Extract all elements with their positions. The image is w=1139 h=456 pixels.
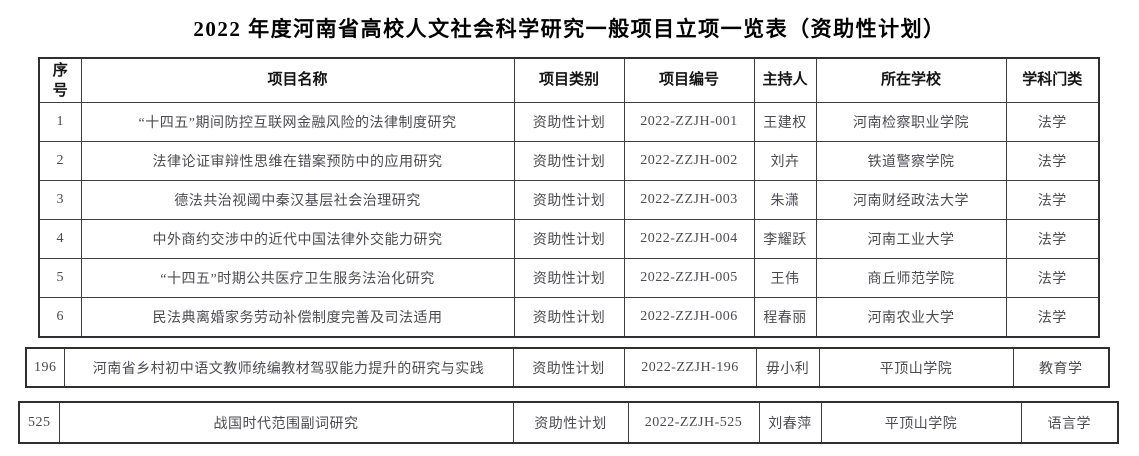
table-header: 序号 项目名称 项目类别 项目编号 主持人 所在学校 学科门类 <box>38 57 1100 104</box>
cell-project-code: 2022-ZZJH-006 <box>623 297 755 338</box>
cell-discipline: 语言学 <box>1020 401 1119 444</box>
cell-leader: 刘卉 <box>753 141 817 182</box>
cell-leader: 李耀跃 <box>753 219 817 260</box>
cell-school: 河南农业大学 <box>815 297 1007 338</box>
cell-seq: 525 <box>18 401 60 444</box>
cell-category: 资助性计划 <box>513 180 625 221</box>
cell-discipline: 法学 <box>1005 180 1100 221</box>
cell-leader: 毋小利 <box>755 347 820 388</box>
table-row: 525 战国时代范围副词研究 资助性计划 2022-ZZJH-525 刘春萍 平顶山学院语… <box>18 401 1119 444</box>
column-header-label: 序号 <box>52 62 68 99</box>
cell-leader: 刘春萍 <box>758 401 822 444</box>
cell-category: 资助性计划 <box>513 141 625 182</box>
cell-seq: 4 <box>38 219 82 260</box>
column-header-label: 项目类别 <box>538 71 599 89</box>
table-row: 196 河南省乡村初中语文教师统编教材驾驭能力提升的研究与实践 资助性计划 2022-… <box>25 347 1110 388</box>
projects-table-main: 序号 项目名称 项目类别 项目编号 主持人 所在学校 学科门类 1 “十四五”期间防控互联网金… <box>38 57 1100 338</box>
cell-discipline: 法学 <box>1005 102 1100 143</box>
cell-seq: 5 <box>38 258 82 299</box>
cell-discipline: 教育学 <box>1012 347 1110 388</box>
column-header-label: 项目编号 <box>658 71 719 89</box>
cell-school: 铁道警察学院 <box>815 141 1007 182</box>
cell-project-name: 河南省乡村初中语文教师统编教材驾驭能力提升的研究与实践 <box>63 347 514 388</box>
cell-project-name: “十四五”期间防控互联网金融风险的法律制度研究 <box>80 102 515 143</box>
cell-school: 河南检察职业学院 <box>815 102 1007 143</box>
cell-leader: 程春丽 <box>753 297 817 338</box>
cell-discipline: 法学 <box>1005 219 1100 260</box>
cell-project-name: 法律论证审辩性思维在错案预防中的应用研究 <box>80 141 515 182</box>
cell-seq: 1 <box>38 102 82 143</box>
cell-category: 资助性计划 <box>513 297 625 338</box>
cell-seq: 3 <box>38 180 82 221</box>
cell-discipline: 法学 <box>1005 141 1100 182</box>
column-header-label: 学科门类 <box>1022 71 1083 89</box>
column-header-label: 项目名称 <box>267 71 328 89</box>
column-header: 学科门类 <box>1005 57 1100 104</box>
column-header-label: 所在学校 <box>880 71 941 89</box>
cell-category: 资助性计划 <box>513 219 625 260</box>
table-row: 2 法律论证审辩性思维在错案预防中的应用研究 资助性计划 2022-ZZJH-002 刘… <box>38 141 1100 182</box>
table-row: 1 “十四五”期间防控互联网金融风险的法律制度研究 资助性计划 2022-ZZJH-0… <box>38 102 1100 143</box>
cell-seq: 6 <box>38 297 82 338</box>
cell-leader: 王伟 <box>753 258 817 299</box>
column-header: 项目名称 <box>80 57 515 104</box>
cell-category: 资助性计划 <box>512 347 625 388</box>
column-header-label: 主持人 <box>762 71 808 89</box>
cell-school: 商丘师范学院 <box>815 258 1007 299</box>
table-row: 5 “十四五”时期公共医疗卫生服务法治化研究 资助性计划 2022-ZZJH-005 王… <box>38 258 1100 299</box>
cell-project-code: 2022-ZZJH-196 <box>623 347 757 388</box>
cell-project-code: 2022-ZZJH-003 <box>623 180 755 221</box>
column-header: 序号 <box>38 57 82 104</box>
cell-leader: 王建权 <box>753 102 817 143</box>
cell-category: 资助性计划 <box>513 258 625 299</box>
table-row: 4 中外商约交涉中的近代中国法律外交能力研究 资助性计划 2022-ZZJH-004 李… <box>38 219 1100 260</box>
document-title: 2022 年度河南省高校人文社会科学研究一般项目立项一览表（资助性计划） <box>193 17 946 41</box>
cell-category: 资助性计划 <box>512 401 629 444</box>
cell-project-name: 民法典离婚家务劳动补偿制度完善及司法适用 <box>80 297 515 338</box>
projects-table-fragment-525: 525 战国时代范围副词研究 资助性计划 2022-ZZJH-525 刘春萍 平顶山学院语… <box>18 401 1119 444</box>
column-header: 项目编号 <box>623 57 755 104</box>
table-body: 1 “十四五”期间防控互联网金融风险的法律制度研究 资助性计划 2022-ZZJH-0… <box>38 102 1100 338</box>
cell-seq: 2 <box>38 141 82 182</box>
table-header-row: 序号 项目名称 项目类别 项目编号 主持人 所在学校 学科门类 <box>38 57 1100 104</box>
cell-project-code: 2022-ZZJH-005 <box>623 258 755 299</box>
table-row: 3 德法共治视阈中秦汉基层社会治理研究 资助性计划 2022-ZZJH-003 朱潇 河南… <box>38 180 1100 221</box>
cell-school: 平顶山学院 <box>820 401 1022 444</box>
table-row: 6 民法典离婚家务劳动补偿制度完善及司法适用 资助性计划 2022-ZZJH-006 程… <box>38 297 1100 338</box>
projects-table-fragment-196: 196 河南省乡村初中语文教师统编教材驾驭能力提升的研究与实践 资助性计划 2022-… <box>25 347 1110 388</box>
cell-seq: 196 <box>25 347 65 388</box>
table-body: 525 战国时代范围副词研究 资助性计划 2022-ZZJH-525 刘春萍 平顶山学院语… <box>18 401 1119 444</box>
cell-discipline: 法学 <box>1005 258 1100 299</box>
cell-project-name: 中外商约交涉中的近代中国法律外交能力研究 <box>80 219 515 260</box>
cell-project-name: 德法共治视阈中秦汉基层社会治理研究 <box>80 180 515 221</box>
cell-project-name: 战国时代范围副词研究 <box>58 401 514 444</box>
cell-discipline: 法学 <box>1005 297 1100 338</box>
table-body: 196 河南省乡村初中语文教师统编教材驾驭能力提升的研究与实践 资助性计划 2022-… <box>25 347 1110 388</box>
cell-category: 资助性计划 <box>513 102 625 143</box>
cell-leader: 朱潇 <box>753 180 817 221</box>
cell-project-name: “十四五”时期公共医疗卫生服务法治化研究 <box>80 258 515 299</box>
cell-project-code: 2022-ZZJH-002 <box>623 141 755 182</box>
cell-school: 河南财经政法大学 <box>815 180 1007 221</box>
cell-project-code: 2022-ZZJH-001 <box>623 102 755 143</box>
cell-project-code: 2022-ZZJH-004 <box>623 219 755 260</box>
cell-school: 河南工业大学 <box>815 219 1007 260</box>
column-header: 主持人 <box>753 57 817 104</box>
cell-school: 平顶山学院 <box>818 347 1014 388</box>
column-header: 项目类别 <box>513 57 625 104</box>
column-header: 所在学校 <box>815 57 1007 104</box>
cell-project-code: 2022-ZZJH-525 <box>627 401 760 444</box>
